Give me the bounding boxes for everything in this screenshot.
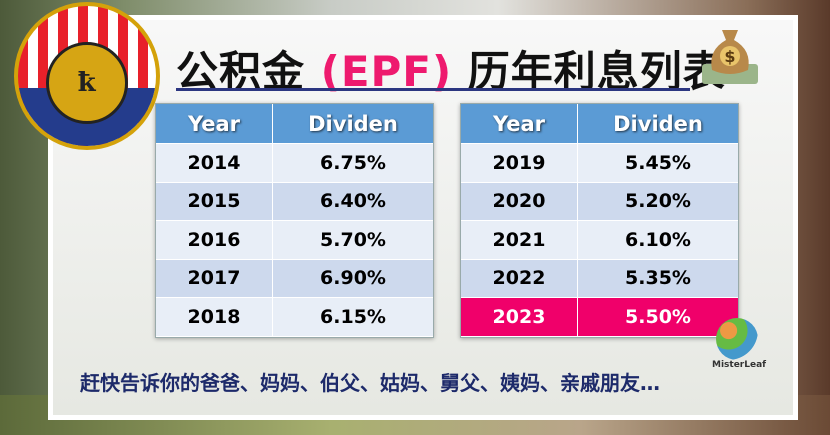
dividend-table-left: Year Dividen 2014 6.75% 2015 6.40% 2016 5.70…: [155, 103, 434, 338]
kwsp-logo: ꝁ: [14, 2, 160, 150]
table-row: 2020 5.20%: [461, 182, 738, 221]
page-title: 公积金 (EPF) 历年利息列表: [176, 47, 726, 96]
table-row: 2022 5.35%: [461, 259, 738, 298]
title-highlight: (EPF): [320, 47, 453, 96]
title-underline: [176, 88, 690, 91]
kwsp-seal-icon: ꝁ: [46, 42, 128, 124]
table-row: 2017 6.90%: [156, 259, 433, 298]
table-row: 2014 6.75%: [156, 144, 433, 183]
footer-message: 赶快告诉你的爸爸、妈妈、伯父、姑妈、舅父、姨妈、亲戚朋友…: [80, 371, 660, 395]
tree-reader-icon: [716, 318, 758, 360]
table-row: 2019 5.45%: [461, 144, 738, 183]
table-row: 2015 6.40%: [156, 182, 433, 221]
money-bag-icon: $: [702, 30, 758, 84]
svg-text:$: $: [724, 47, 735, 66]
misterleaf-logo: MisterLeaf: [712, 318, 766, 370]
table-row-highlighted: 2023 5.50%: [461, 298, 738, 337]
table-row: 2021 6.10%: [461, 221, 738, 260]
dividend-table-right: Year Dividen 2019 5.45% 2020 5.20% 2021 6.10…: [460, 103, 739, 338]
table-row: 2018 6.15%: [156, 298, 433, 337]
table-row: 2016 5.70%: [156, 221, 433, 260]
